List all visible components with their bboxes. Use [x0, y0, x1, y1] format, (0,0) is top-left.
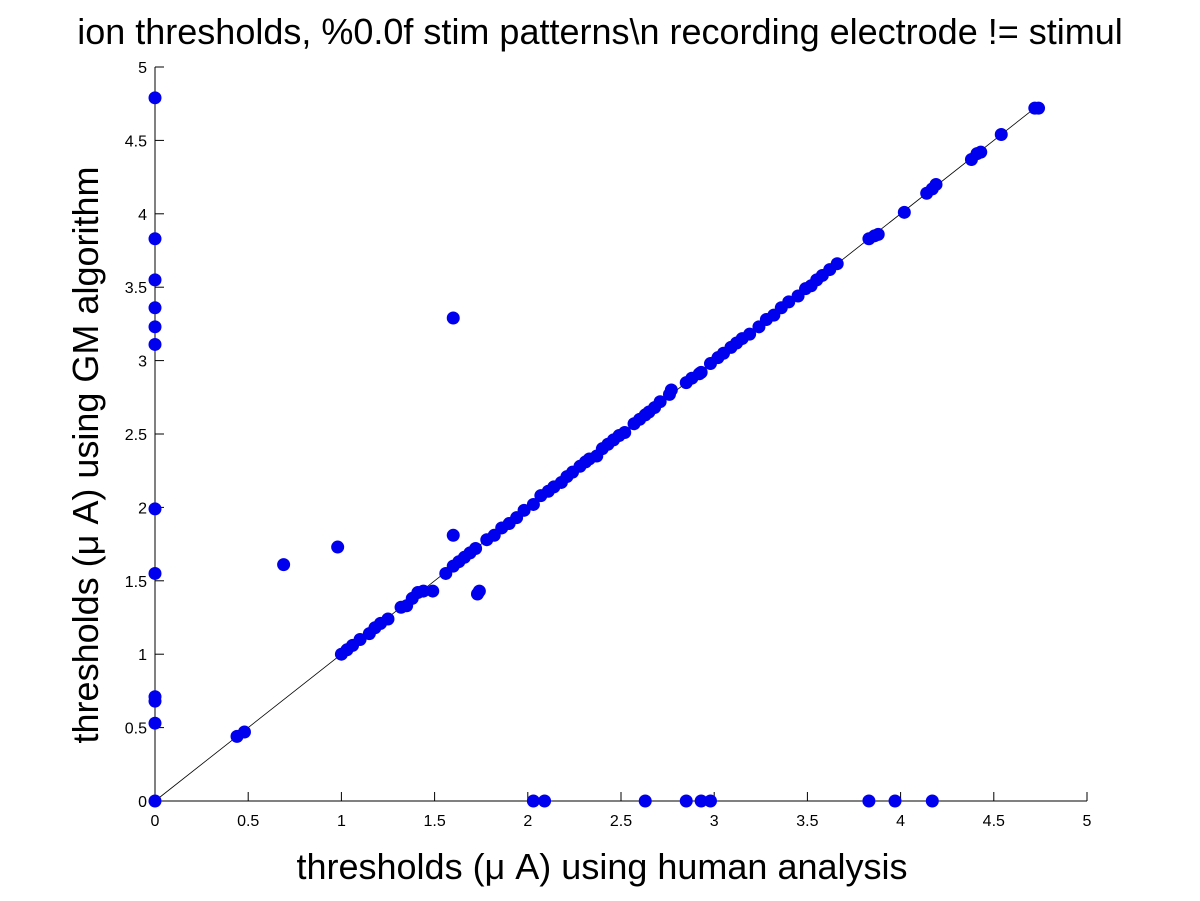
x-tick-label: 4.5 [983, 813, 1005, 830]
y-tick-label: 2 [138, 500, 147, 517]
data-point [782, 295, 796, 309]
data-point [526, 497, 540, 511]
x-axis-label: thresholds (μ A) using human analysis [296, 846, 907, 887]
data-point [871, 227, 885, 241]
data-point [862, 794, 876, 808]
data-point [517, 503, 531, 517]
data-point [148, 566, 162, 580]
data-point [381, 612, 395, 626]
x-tick-label: 0 [151, 813, 160, 830]
y-tick-label: 1 [138, 647, 147, 664]
x-tick-label: 5 [1083, 813, 1092, 830]
data-point [148, 502, 162, 516]
data-point [446, 311, 460, 325]
x-tick-label: 3.5 [796, 813, 818, 830]
data-point [694, 365, 708, 379]
data-points-layer [148, 91, 1046, 808]
data-point [664, 383, 678, 397]
data-point [148, 794, 162, 808]
x-tick-label: 2.5 [610, 813, 632, 830]
x-tick-label: 3 [710, 813, 719, 830]
data-point [638, 794, 652, 808]
y-tick-label: 3 [138, 354, 147, 371]
y-tick-labels: 0 0.5 1 1.5 2 2.5 3 3.5 4 4.5 5 [125, 60, 147, 811]
y-tick-label: 4.5 [125, 133, 147, 150]
data-point [469, 542, 483, 556]
data-point [1032, 101, 1046, 115]
data-point [148, 232, 162, 246]
data-point [538, 794, 552, 808]
y-tick-label: 0 [138, 794, 147, 811]
x-tick-label: 2 [523, 813, 532, 830]
chart-title: ion thresholds, %0.0f stim patterns\n re… [77, 11, 1123, 52]
data-point [237, 725, 251, 739]
data-point [653, 395, 667, 409]
data-point [472, 584, 486, 598]
data-point [148, 716, 162, 730]
x-tick-label: 0.5 [237, 813, 259, 830]
data-point [148, 337, 162, 351]
x-tick-label: 1 [337, 813, 346, 830]
data-point [679, 794, 693, 808]
x-tick-labels: 0 0.5 1 1.5 2 2.5 3 3.5 4 4.5 5 [151, 813, 1092, 830]
y-tick-label: 2.5 [125, 427, 147, 444]
y-tick-label: 3.5 [125, 280, 147, 297]
data-point [974, 145, 988, 159]
data-point [830, 257, 844, 271]
data-point [148, 320, 162, 334]
data-point [446, 528, 460, 542]
data-point [526, 794, 540, 808]
data-point [148, 301, 162, 315]
data-point [925, 794, 939, 808]
data-point [743, 327, 757, 341]
data-point [703, 794, 717, 808]
y-tick-label: 1.5 [125, 574, 147, 591]
data-point [148, 694, 162, 708]
data-point [148, 91, 162, 105]
data-point [929, 177, 943, 191]
data-point [888, 794, 902, 808]
data-point [994, 128, 1008, 142]
data-point [148, 273, 162, 287]
data-point [897, 205, 911, 219]
x-tick-label: 4 [896, 813, 905, 830]
data-point [694, 794, 708, 808]
y-tick-label: 0.5 [125, 721, 147, 738]
y-tick-label: 5 [138, 60, 147, 77]
data-point [618, 426, 632, 440]
data-point [353, 633, 367, 647]
data-point [416, 584, 430, 598]
data-point [331, 540, 345, 554]
y-axis-label: thresholds (μ A) using GM algorithm [65, 167, 106, 744]
y-tick-label: 4 [138, 207, 147, 224]
data-point [426, 584, 440, 598]
data-point [277, 558, 291, 572]
x-tick-label: 1.5 [423, 813, 445, 830]
